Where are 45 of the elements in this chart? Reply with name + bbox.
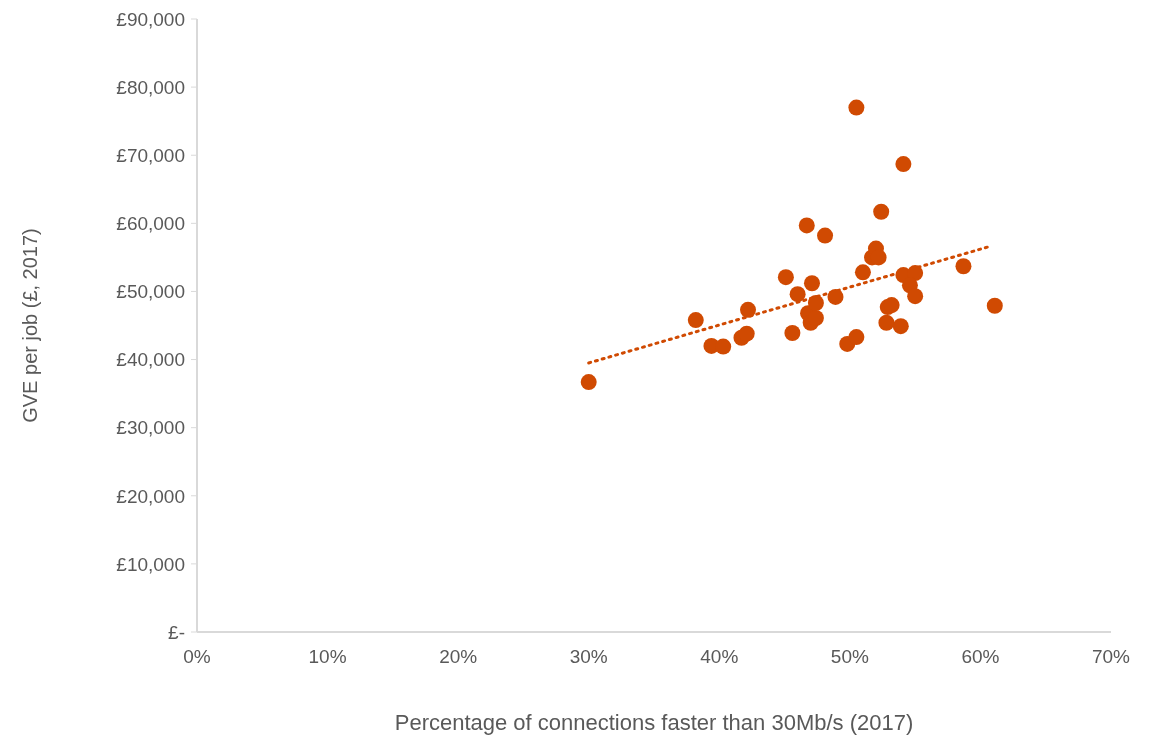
x-tick-label: 30% — [569, 646, 608, 668]
y-tick-label: £- — [168, 621, 185, 643]
y-tick-label: £40,000 — [116, 349, 185, 371]
y-tick-label: £60,000 — [116, 213, 185, 235]
x-tick-label: 50% — [830, 646, 869, 668]
point — [803, 275, 820, 292]
x-tick-label: 20% — [439, 646, 478, 668]
y-tick-label: £50,000 — [116, 281, 185, 303]
point — [883, 297, 900, 314]
point — [789, 286, 806, 303]
x-tick-label: 0% — [183, 646, 211, 668]
x-tick-label: 40% — [700, 646, 739, 668]
point — [955, 258, 972, 275]
point — [873, 203, 890, 220]
y-tick-label: £70,000 — [116, 144, 185, 166]
x-axis-title: Percentage of connections faster than 30Mb/s (2017) — [394, 710, 914, 735]
y-tick-label: £10,000 — [116, 553, 185, 575]
point — [784, 324, 801, 341]
point — [580, 374, 597, 391]
point — [854, 264, 871, 281]
point — [687, 312, 704, 329]
point — [878, 314, 895, 331]
point — [798, 217, 815, 234]
point — [715, 338, 732, 355]
y-tick-label: £30,000 — [116, 417, 185, 439]
point — [777, 269, 794, 286]
point — [892, 318, 909, 335]
point — [817, 227, 834, 244]
y-tick-label: £90,000 — [116, 8, 185, 30]
point — [895, 156, 912, 173]
point — [848, 329, 865, 346]
y-tick-label: £20,000 — [116, 485, 185, 507]
point — [807, 295, 824, 312]
point — [738, 325, 755, 342]
y-tick-label: £80,000 — [116, 76, 185, 98]
point — [907, 265, 924, 282]
point — [827, 288, 844, 305]
x-tick-label: 70% — [1091, 646, 1131, 668]
y-axis-title: GVE per job (£, 2017) — [19, 228, 42, 423]
point — [986, 297, 1003, 314]
x-tick-label: 10% — [308, 646, 347, 668]
x-tick-label: 60% — [961, 646, 1000, 668]
point — [907, 288, 924, 305]
point — [848, 99, 865, 116]
point — [740, 301, 757, 318]
